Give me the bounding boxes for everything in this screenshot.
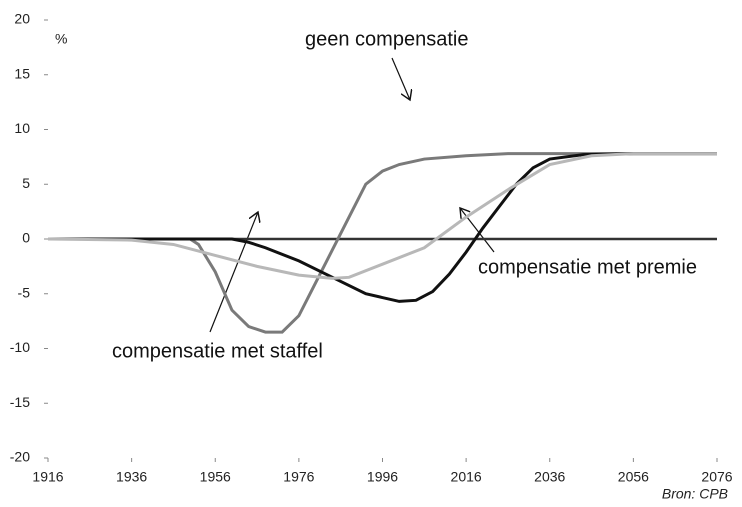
x-tick-label: 2076 — [701, 469, 732, 485]
annotation: compensatie met staffel — [112, 340, 323, 362]
annotation: geen compensatie — [305, 28, 468, 50]
x-tick-label: 1916 — [32, 469, 63, 485]
x-tick-label: 1996 — [367, 469, 398, 485]
arrows — [209, 57, 495, 333]
source: Bron: CPB — [662, 486, 728, 502]
y-tick-label: -5 — [18, 284, 31, 300]
y-tick-label: -15 — [10, 394, 30, 410]
line — [48, 152, 717, 334]
x-tick-label: 1936 — [116, 469, 147, 485]
x-tick-label: 2016 — [451, 469, 482, 485]
y-tick-label: 10 — [14, 120, 30, 136]
y-tick-label: 20 — [14, 11, 30, 27]
line — [48, 152, 717, 303]
y-unit: % — [55, 31, 67, 47]
x-tick-label: 1956 — [200, 469, 231, 485]
line — [47, 152, 717, 280]
y-tick-label: 0 — [22, 230, 30, 246]
y-tick-label: -20 — [10, 449, 30, 465]
x-tick-label: 1976 — [283, 469, 314, 485]
y-tick-label: 5 — [22, 175, 30, 191]
annotation: compensatie met premie — [478, 256, 697, 278]
x-tick-label: 2056 — [618, 469, 649, 485]
y-tick-label: 15 — [14, 65, 30, 81]
x-tick-label: 2036 — [534, 469, 565, 485]
y-tick-label: -10 — [10, 339, 30, 355]
